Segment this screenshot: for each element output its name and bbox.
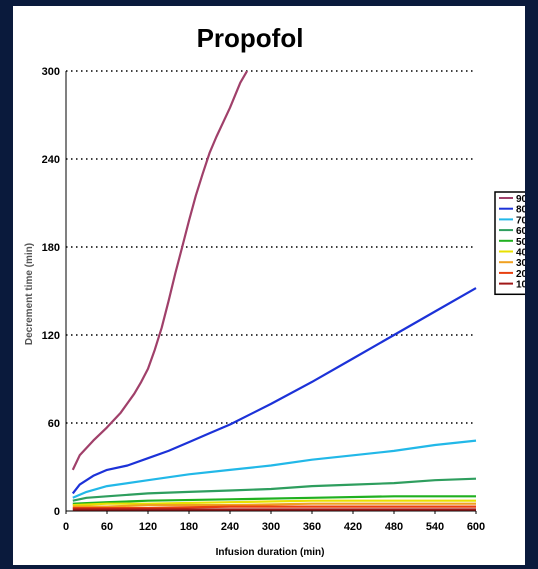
y-tick-label: 60 bbox=[48, 418, 60, 430]
x-tick-label: 0 bbox=[63, 521, 69, 533]
y-tick-label: 240 bbox=[42, 154, 60, 166]
y-tick-label: 0 bbox=[54, 506, 60, 518]
series-line-80 bbox=[71, 287, 477, 495]
series-line-50 bbox=[72, 495, 476, 505]
x-tick-label: 600 bbox=[467, 521, 485, 533]
y-axis-title: Decrement time (min) bbox=[24, 243, 35, 345]
y-tick-label: 300 bbox=[42, 66, 60, 78]
series-line-70 bbox=[72, 439, 477, 499]
chart-panel: Propofol Decrement time (min) Infusion d… bbox=[13, 6, 525, 565]
legend-label-60: 60 bbox=[516, 226, 525, 237]
legend-label-30: 30 bbox=[516, 258, 525, 269]
x-tick-label: 120 bbox=[139, 521, 157, 533]
series-line-30 bbox=[72, 502, 476, 508]
x-tick-label: 180 bbox=[180, 521, 198, 533]
legend-label-40: 40 bbox=[516, 248, 525, 259]
x-tick-label: 540 bbox=[426, 521, 444, 533]
x-tick-label: 360 bbox=[303, 521, 321, 533]
legend-label-70: 70 bbox=[516, 215, 525, 226]
x-tick-label: 480 bbox=[385, 521, 403, 533]
y-tick-label: 120 bbox=[42, 330, 60, 342]
x-axis-title: Infusion duration (min) bbox=[216, 547, 325, 558]
x-tick-label: 60 bbox=[101, 521, 113, 533]
x-tick-label: 300 bbox=[262, 521, 280, 533]
x-tick-label: 240 bbox=[221, 521, 239, 533]
chart-title: Propofol bbox=[197, 23, 304, 53]
legend-label-80: 80 bbox=[516, 205, 525, 216]
x-tick-label: 420 bbox=[344, 521, 362, 533]
legend-label-10: 10 bbox=[516, 280, 525, 291]
legend-label-90: 90 bbox=[516, 194, 525, 205]
legend-label-20: 20 bbox=[516, 269, 525, 280]
series-line-90 bbox=[71, 71, 249, 471]
series-line-60 bbox=[72, 477, 477, 502]
propofol-chart: Propofol Decrement time (min) Infusion d… bbox=[24, 23, 525, 558]
y-tick-label: 180 bbox=[42, 242, 60, 254]
series-line-40 bbox=[72, 499, 476, 507]
legend-label-50: 50 bbox=[516, 237, 525, 248]
series-line-20 bbox=[72, 505, 476, 510]
